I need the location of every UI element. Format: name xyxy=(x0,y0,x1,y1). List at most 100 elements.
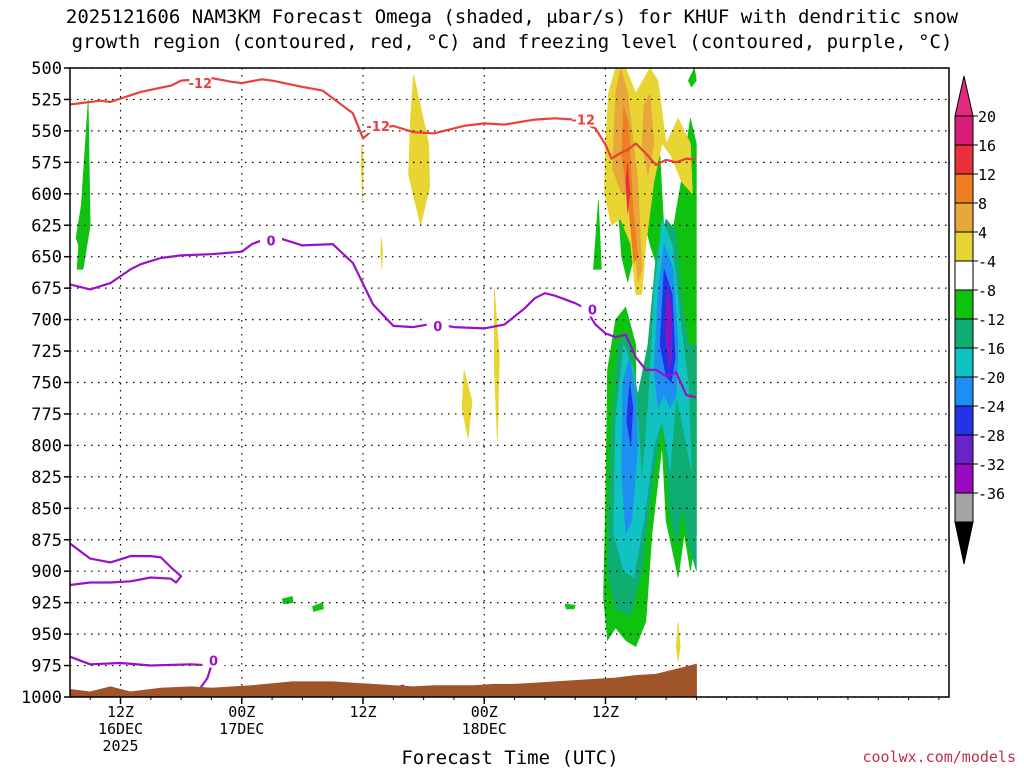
x-tick-label: 18DEC xyxy=(462,720,507,738)
colorbar-bin xyxy=(954,231,974,262)
omega-region-y-35 xyxy=(408,74,431,226)
contour-label: -12 xyxy=(189,77,213,92)
chart-title-line-1: 2025121606 NAM3KM Forecast Omega (shaded… xyxy=(66,6,959,28)
x-tick-label: 12Z xyxy=(592,703,619,721)
colorbar-bin xyxy=(954,405,974,436)
colorbar-label: -32 xyxy=(978,456,1005,474)
colorbar-label: -36 xyxy=(978,485,1005,503)
colorbar-label: -16 xyxy=(978,340,1005,358)
plot-frame xyxy=(69,67,950,698)
contour-label-bg xyxy=(189,75,212,91)
colorbar-bottom-extension xyxy=(954,521,974,565)
colorbar-bin xyxy=(954,289,974,320)
contour-label: -12 xyxy=(572,114,596,129)
colorbar-label: 12 xyxy=(978,166,996,184)
x-tick-label: 00Z xyxy=(471,703,498,721)
contour-label-bg xyxy=(581,301,604,317)
omega-region-y-41 xyxy=(461,369,473,440)
omega-region-o5 xyxy=(675,621,681,662)
omega-region-g-24b xyxy=(312,602,324,612)
x-axis-label: Forecast Time (UTC) xyxy=(401,747,618,768)
colorbar-bin xyxy=(954,115,974,146)
omega-region-b-main-1 xyxy=(621,357,639,535)
y-tick-label: 750 xyxy=(31,374,62,394)
omega-region-g-24a xyxy=(281,596,294,605)
y-tick-label: 1000 xyxy=(21,688,62,708)
contour-line-2 xyxy=(70,542,183,587)
colorbar-bin xyxy=(954,376,974,407)
y-tick-label: 775 xyxy=(31,405,62,425)
omega-region-y-44 xyxy=(493,288,500,442)
contour-label-bg xyxy=(260,232,283,248)
y-tick-label: 550 xyxy=(31,122,62,142)
omega-region-g-right xyxy=(687,68,697,88)
y-tick-label: 850 xyxy=(31,499,62,519)
colorbar-label: -20 xyxy=(978,369,1005,387)
colorbar-bin xyxy=(954,202,974,233)
contour-label-bg xyxy=(202,652,225,668)
chart-title-line-2: growth region (contoured, red, °C) and f… xyxy=(72,31,953,53)
y-tick-label: 700 xyxy=(31,311,62,331)
y-tick-label: 900 xyxy=(31,562,62,582)
contour-line-1 xyxy=(70,238,697,399)
colorbar-label: -28 xyxy=(978,427,1005,445)
y-tick-label: 975 xyxy=(31,657,62,677)
y-tick-label: 575 xyxy=(31,153,62,173)
omega-region-g-53 xyxy=(593,200,602,270)
credit-text: coolwx.com/models xyxy=(862,748,1016,766)
colorbar-bin xyxy=(954,144,974,175)
x-tick-label: 17DEC xyxy=(219,720,264,738)
y-tick-label: 625 xyxy=(31,216,62,236)
colorbar-top-extension xyxy=(954,75,974,117)
contour-label: 0 xyxy=(209,655,218,670)
x-tick-label: 12Z xyxy=(349,703,376,721)
colorbar-bin xyxy=(954,434,974,465)
colorbar-bin xyxy=(954,492,974,523)
contour-line-0 xyxy=(70,76,697,166)
colorbar-label: -12 xyxy=(978,311,1005,329)
colorbar-label: 8 xyxy=(978,195,987,213)
y-tick-label: 600 xyxy=(31,185,62,205)
y-tick-label: 925 xyxy=(31,594,62,614)
omega-region-o4 xyxy=(625,162,631,213)
omega-region-y-30 xyxy=(360,143,364,201)
y-tick-label: 500 xyxy=(31,59,62,79)
contour-line-3 xyxy=(70,655,213,691)
contour-label-bg xyxy=(367,117,390,133)
colorbar-bin xyxy=(954,173,974,204)
contour-label: 0 xyxy=(588,304,597,319)
colorbar-label: -4 xyxy=(978,253,996,271)
contour-label-bg xyxy=(426,317,449,333)
omega-region-mg-main xyxy=(666,294,671,352)
y-tick-label: 800 xyxy=(31,436,62,456)
x-tick-label: 12Z xyxy=(107,703,134,721)
terrain-fill xyxy=(70,663,697,697)
omega-region-up-left-b xyxy=(75,200,87,251)
y-tick-label: 725 xyxy=(31,342,62,362)
y-tick-label: 650 xyxy=(31,248,62,268)
x-tick-label: 2025 xyxy=(102,737,138,755)
y-tick-label: 525 xyxy=(31,90,62,110)
omega-region-y-32 xyxy=(380,237,384,270)
colorbar-label: -8 xyxy=(978,282,996,300)
y-tick-label: 675 xyxy=(31,279,62,299)
colorbar-bin xyxy=(954,260,974,291)
contour-label: 0 xyxy=(267,234,276,249)
x-tick-label: 00Z xyxy=(228,703,255,721)
colorbar-label: 4 xyxy=(978,224,987,242)
colorbar-bin xyxy=(954,318,974,349)
colorbar-bin xyxy=(954,347,974,378)
omega-region-g-50 xyxy=(564,603,576,610)
contour-label-bg xyxy=(572,111,595,127)
x-tick-label: 16DEC xyxy=(98,720,143,738)
contour-label: -12 xyxy=(366,120,390,135)
omega-region-o3 xyxy=(641,92,655,175)
omega-region-db-main xyxy=(626,382,634,446)
y-tick-label: 875 xyxy=(31,531,62,551)
colorbar-label: 20 xyxy=(978,108,996,126)
y-tick-label: 950 xyxy=(31,625,62,645)
colorbar-label: 16 xyxy=(978,137,996,155)
y-tick-label: 825 xyxy=(31,468,62,488)
contour-label: 0 xyxy=(433,320,442,335)
